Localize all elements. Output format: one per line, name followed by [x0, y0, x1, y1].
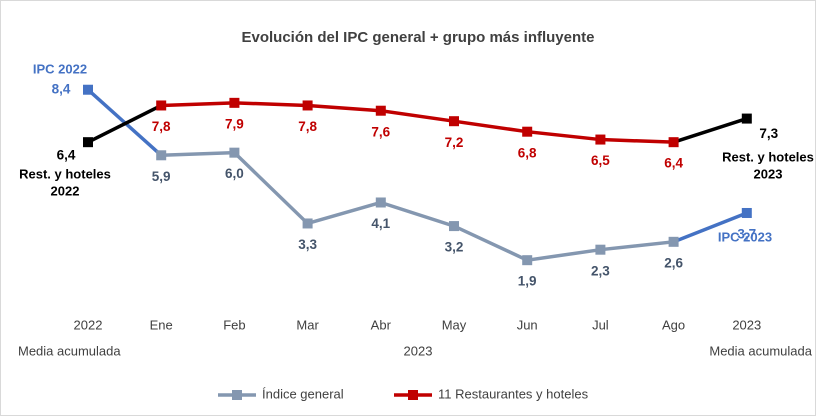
annotation: 2022 [51, 183, 80, 198]
marker [375, 197, 386, 208]
annotation: Rest. y hoteles [722, 149, 814, 164]
data-label: 3,7 [737, 227, 756, 242]
group-label: 2023 [404, 343, 433, 358]
marker [741, 113, 752, 124]
data-label: 6,8 [518, 145, 537, 160]
marker [302, 218, 313, 229]
data-label: 2,3 [591, 263, 610, 278]
marker [522, 126, 533, 137]
marker [156, 100, 167, 111]
data-label: 4,1 [371, 216, 390, 231]
marker [83, 137, 93, 148]
marker [375, 105, 386, 116]
data-label: 3,3 [298, 237, 317, 252]
data-label: 2,6 [664, 255, 683, 270]
data-label: 7,6 [371, 124, 390, 139]
marker [668, 236, 679, 247]
data-label: 6,4 [664, 156, 683, 171]
x-tick-label: Mar [296, 317, 319, 332]
chart-title: Evolución del IPC general + grupo más in… [242, 29, 595, 46]
x-tick-label: Ene [150, 317, 173, 332]
marker [522, 255, 533, 266]
data-label: 6,4 [57, 148, 76, 163]
data-label: 6,5 [591, 153, 610, 168]
x-tick-label: Abr [371, 317, 392, 332]
x-tick-label: 2023 [732, 317, 761, 332]
legend-marker [232, 390, 242, 400]
data-label: 7,2 [445, 135, 464, 150]
marker [449, 116, 459, 127]
line-end-segment [672, 211, 748, 244]
line [161, 101, 674, 144]
data-label: 5,9 [152, 169, 171, 184]
line-end-segment [673, 116, 748, 144]
x-tick-label: Jun [517, 317, 538, 332]
data-label: 7,3 [759, 126, 778, 141]
marker [229, 97, 240, 108]
line [161, 150, 674, 262]
legend-label: 11 Restaurantes y hoteles [438, 386, 589, 401]
data-label: 6,0 [225, 166, 244, 181]
data-label: 7,9 [225, 116, 244, 131]
annotation: IPC 2022 [33, 61, 87, 76]
data-label: 7,8 [298, 119, 317, 134]
annotation: IPC 2023 [718, 229, 772, 244]
line-start-segment [87, 103, 162, 144]
annotation: 2023 [754, 166, 783, 181]
x-tick-label: May [442, 317, 467, 332]
marker [83, 84, 93, 95]
marker [741, 207, 752, 218]
x-tick-label: Feb [223, 317, 245, 332]
marker [595, 134, 606, 145]
data-label: 7,8 [152, 119, 171, 134]
data-label: 1,9 [518, 274, 537, 289]
marker [229, 147, 240, 158]
marker [302, 100, 313, 111]
group-label: Media acumulada [709, 343, 812, 358]
legend-marker [408, 390, 418, 400]
marker [595, 244, 606, 255]
data-label: 8,4 [52, 81, 71, 96]
marker [668, 137, 679, 148]
marker [449, 221, 459, 232]
x-tick-label: 2022 [74, 317, 103, 332]
marker [156, 150, 167, 161]
data-label: 3,2 [445, 240, 464, 255]
legend-label: Índice general [262, 386, 344, 401]
group-label: Media acumulada [18, 343, 121, 358]
x-tick-label: Jul [592, 317, 609, 332]
x-tick-label: Ago [662, 317, 685, 332]
annotation: Rest. y hoteles [19, 166, 111, 181]
